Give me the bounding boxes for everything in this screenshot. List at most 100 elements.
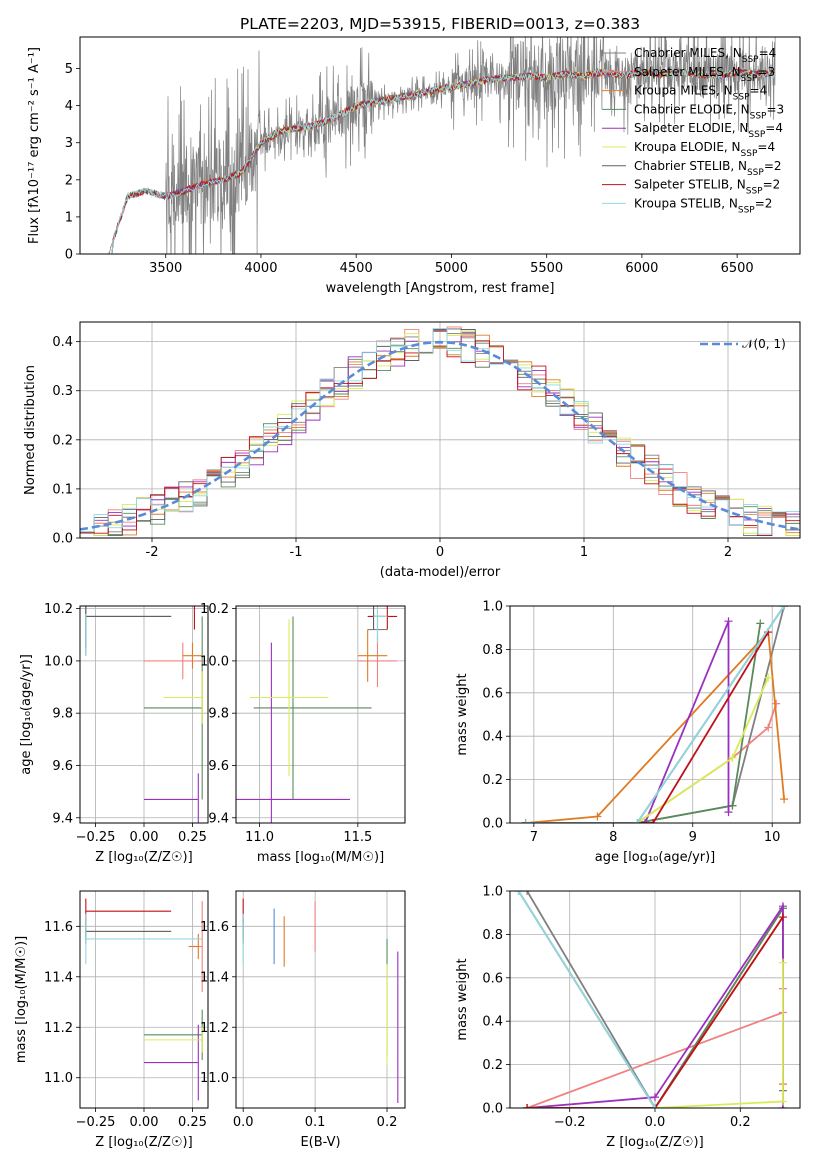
errorbar-point xyxy=(85,913,203,965)
massweight-vs-Z-axes: −0.2 0.0 0.2 0.0 0.2 0.4 0.6 0.8 1.0 Z [log₁₀(Z/Z… xyxy=(455,885,800,1150)
x-tick-label: 10 xyxy=(764,830,781,845)
y-tick-label: 0.8 xyxy=(482,643,503,658)
legend-label-tail: =3 xyxy=(757,65,775,79)
y-tick-label: 11.0 xyxy=(44,1071,73,1086)
mass-weight-marker xyxy=(521,819,530,823)
mass-weight-marker xyxy=(649,819,658,823)
mass-weight-marker xyxy=(778,1097,787,1106)
y-tick-label: 5 xyxy=(65,62,73,77)
gaussian-legend-label: 𝒩(0, 1) xyxy=(742,337,786,351)
mass-vs-Z-frame xyxy=(79,890,209,1109)
x-axis-label: Z [log₁₀(Z/Z☉)] xyxy=(95,1135,192,1150)
errorbar-point xyxy=(144,616,203,800)
y-tick-label: 3 xyxy=(65,136,73,151)
x-tick-label: 4000 xyxy=(244,261,277,276)
y-tick-label: 1 xyxy=(65,210,73,225)
mass-weight-marker xyxy=(780,606,789,610)
spectrum-axes: 3500 4000 4500 5000 5500 6000 6500 0 1 2 3 4 5 wavele… xyxy=(27,47,754,296)
y-tick-label: 0.0 xyxy=(52,532,73,547)
y-axis-label: age [log₁₀(age/yr)] xyxy=(19,654,34,775)
mass-weight-line xyxy=(527,916,784,1108)
mass-weight-marker xyxy=(778,902,787,911)
x-tick-label: 0.00 xyxy=(130,830,159,845)
legend-label: Salpeter ELODIE, NSSP=4 xyxy=(634,121,783,140)
y-tick-label: 11.6 xyxy=(200,920,229,935)
age-vs-mass-axes: 11.0 11.5 9.4 9.6 9.8 10.0 10.2 mass [log₁₀(M/M… xyxy=(200,602,405,865)
x-tick-label: −0.2 xyxy=(554,1115,586,1130)
mass-weight-marker xyxy=(593,812,602,821)
mass-weight-marker xyxy=(764,673,773,682)
mass-weight-marker xyxy=(728,801,737,810)
legend-label: Kroupa STELIB, NSSP=2 xyxy=(634,196,772,215)
errorbar-point xyxy=(373,606,388,643)
x-axis-label: wavelength [Angstrom, rest frame] xyxy=(326,281,555,296)
legend-subscript: SSP xyxy=(748,130,765,140)
y-tick-label: 11.6 xyxy=(44,920,73,935)
legend-label: Kroupa MILES, NSSP=4 xyxy=(634,84,767,103)
y-tick-label: 9.6 xyxy=(208,759,229,774)
x-tick-label: 0.00 xyxy=(130,1115,159,1130)
y-tick-label: 0.3 xyxy=(52,384,73,399)
mass-weight-marker xyxy=(633,819,642,823)
x-axis-label: age [log₁₀(age/yr)] xyxy=(595,850,716,865)
y-tick-label: 2 xyxy=(65,173,73,188)
x-tick-label: 0.0 xyxy=(645,1115,666,1130)
x-tick-label: 5500 xyxy=(530,261,563,276)
y-tick-label: 1.0 xyxy=(482,600,503,615)
legend-subscript: SSP xyxy=(747,168,764,178)
y-tick-label: 10.0 xyxy=(200,654,229,669)
mass-weight-line xyxy=(525,631,769,823)
mass-weight-marker xyxy=(523,1104,532,1108)
age-vs-mass-frame xyxy=(235,605,406,824)
x-tick-label: −0.25 xyxy=(76,1115,116,1130)
mass-weight-line xyxy=(517,891,656,1108)
age-vs-Z-plot-area xyxy=(85,606,203,823)
legend-subscript: SSP xyxy=(733,93,750,103)
y-tick-label: 0.8 xyxy=(482,928,503,943)
mass-weight-marker xyxy=(756,619,765,628)
x-tick-label: 0.0 xyxy=(233,1115,254,1130)
legend-label-tail: =4 xyxy=(765,121,783,135)
spectrum-model-line xyxy=(108,68,776,254)
y-axis-label: mass weight xyxy=(455,673,470,755)
errorbar-point xyxy=(253,616,372,800)
y-tick-label: 0.2 xyxy=(482,773,503,788)
mass-weight-marker xyxy=(780,795,789,804)
x-tick-label: 5000 xyxy=(435,261,468,276)
x-tick-label: 11.0 xyxy=(245,830,274,845)
mass-vs-Z-plot-area xyxy=(85,898,203,1101)
errorbar-point xyxy=(357,629,388,682)
x-tick-label: 7 xyxy=(530,830,538,845)
histogram-step xyxy=(80,328,800,538)
y-tick-label: 9.4 xyxy=(52,811,73,826)
y-tick-label: 0.6 xyxy=(482,971,503,986)
x-axis-label: (data-model)/error xyxy=(380,565,501,580)
x-axis-label: E(B-V) xyxy=(300,1135,340,1150)
y-axis-label: mass [log₁₀(M/M☉)] xyxy=(14,936,29,1063)
legend-label-tail: =2 xyxy=(764,159,782,173)
legend-label: Chabrier STELIB, NSSP=2 xyxy=(634,159,782,178)
spectrum-frame xyxy=(79,36,801,255)
mass-weight-line xyxy=(525,629,785,823)
legend-label-tail: =4 xyxy=(750,84,768,98)
x-axis-label: Z [log₁₀(Z/Z☉)] xyxy=(606,1135,703,1150)
x-tick-label: 8 xyxy=(609,830,617,845)
legend-subscript: SSP xyxy=(746,187,763,197)
y-tick-label: 11.2 xyxy=(44,1021,73,1036)
mass-weight-line xyxy=(527,962,784,1108)
mass-weight-line xyxy=(525,606,785,823)
y-tick-label: 0.6 xyxy=(482,686,503,701)
y-axis-label: Flux [fλ10⁻¹⁷ erg cm⁻² s⁻¹ A⁻¹] xyxy=(27,47,42,244)
x-tick-label: 3500 xyxy=(149,261,182,276)
legend-label-tail: =2 xyxy=(755,196,773,210)
errorbar-point xyxy=(85,606,172,648)
mass-vs-EBV-plot-area xyxy=(242,898,399,1103)
errorbar-point xyxy=(85,898,172,924)
mass-weight-line xyxy=(525,606,785,823)
mass-weight-marker xyxy=(764,723,773,732)
mass-vs-Z-axes: −0.25 0.00 0.25 11.0 11.2 11.4 11.6 Z [log₁₀(Z/… xyxy=(14,891,208,1150)
age-vs-Z-axes: −0.25 0.00 0.25 9.4 9.6 9.8 10.0 10.2 Z [log₁₀(Z… xyxy=(19,602,208,865)
gaussian-curve xyxy=(80,340,800,531)
legend-subscript: SSP xyxy=(750,111,767,121)
